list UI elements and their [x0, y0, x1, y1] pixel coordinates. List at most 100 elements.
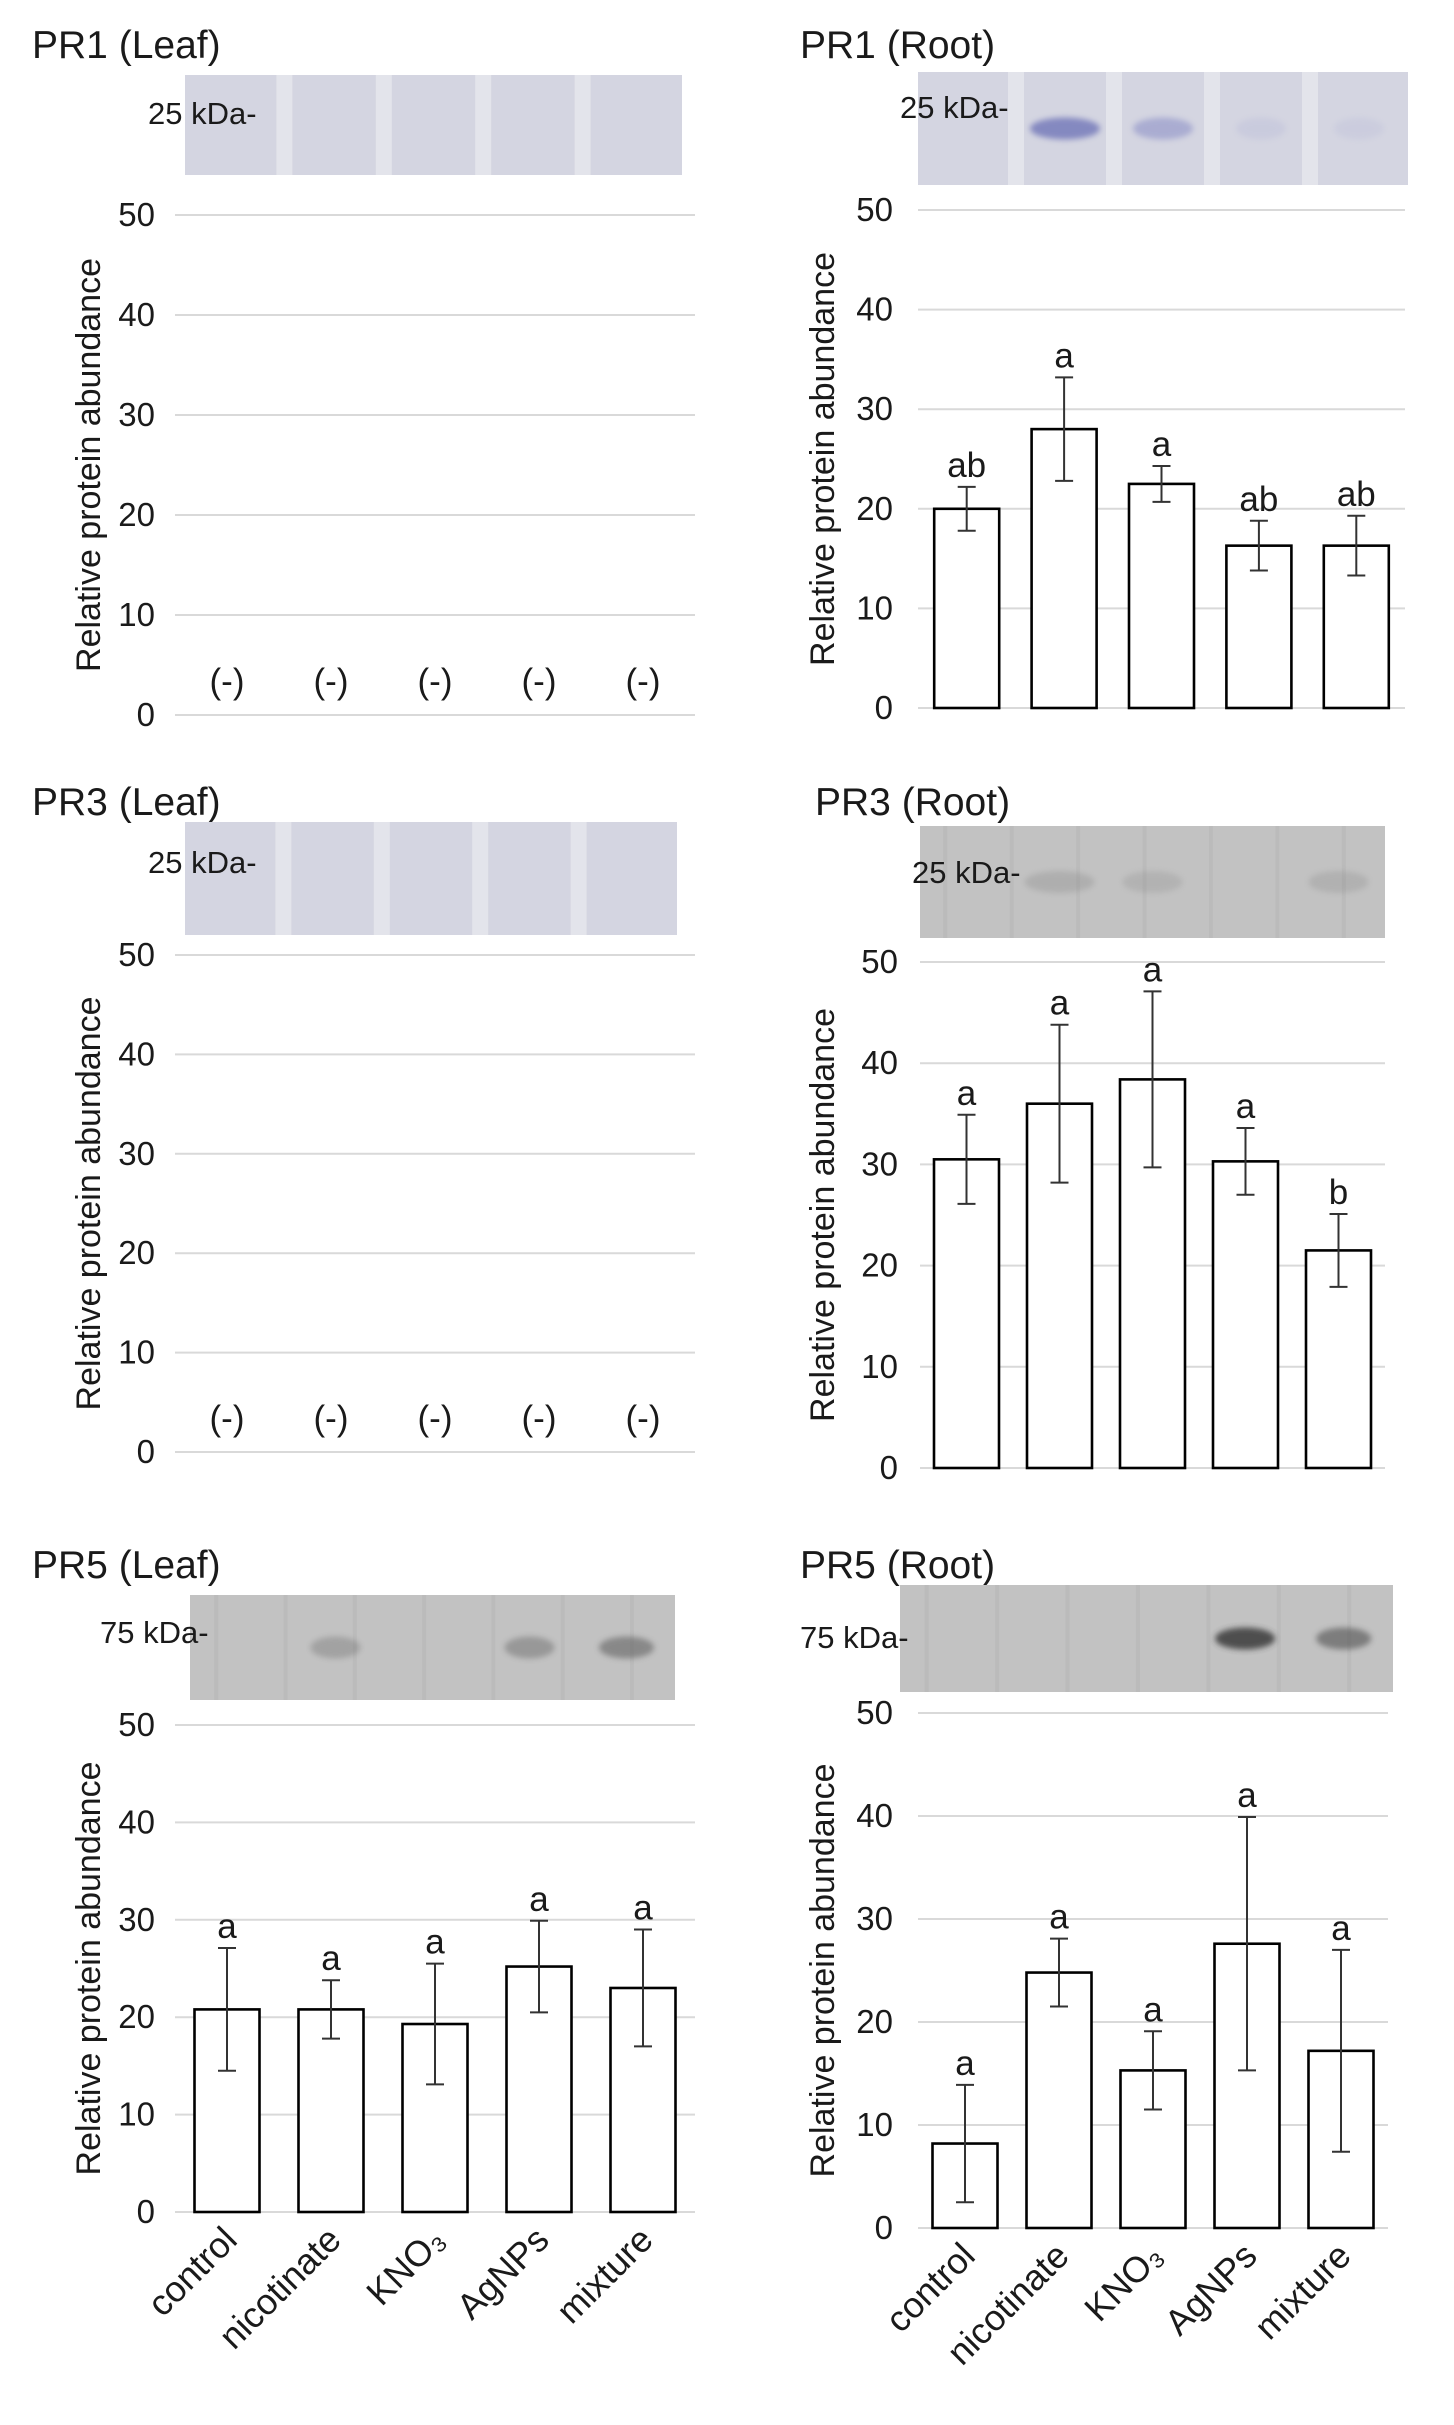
x-tick-label: AgNPs [448, 2219, 556, 2327]
panel-5: PR5 (Leaf) 75 kDa- 0 10 20 30 40 50 Relative pro… [32, 1544, 695, 2357]
x-tick-label: AgNPs [1156, 2235, 1264, 2343]
bar-3[interactable] [1127, 482, 1196, 710]
y-axis-label: Relative protein abundance [804, 1764, 842, 2178]
blot-streak [1276, 1585, 1281, 1692]
blot-band [504, 1636, 555, 1659]
significance-label: a [321, 1939, 341, 1978]
blot-streak [1065, 1585, 1070, 1692]
y-tick-label: 0 [137, 1433, 155, 1470]
significance-label: a [955, 2044, 975, 2083]
blot-lane-gap [1204, 72, 1220, 185]
blot-streak [491, 1595, 496, 1700]
y-tick-label: 50 [856, 1694, 893, 1731]
blot-streak [560, 1595, 565, 1700]
y-axis-label: Relative protein abundance [70, 1762, 108, 2176]
significance-label: a [1152, 425, 1172, 464]
significance-label: a [1237, 1776, 1257, 1815]
blot-band [1215, 1627, 1276, 1650]
y-tick-label: 40 [118, 1803, 155, 1840]
significance-label: a [1049, 1898, 1069, 1937]
y-tick-label: 50 [118, 1706, 155, 1743]
bar-1[interactable] [932, 1158, 1001, 1470]
blot-size-label: 25 kDa- [900, 90, 1009, 125]
panel-title: PR1 (Root) [800, 24, 995, 67]
blot-lane-gap [275, 822, 292, 935]
y-tick-label: 20 [856, 490, 893, 527]
blot-band [1236, 117, 1286, 140]
blot-lane-gap [1302, 72, 1318, 185]
y-tick-label: 10 [118, 1334, 155, 1371]
blot-lane-gap [1106, 72, 1122, 185]
not-detected-label: (-) [626, 1399, 661, 1438]
significance-label: a [1143, 1990, 1163, 2029]
blot-streak [943, 826, 948, 938]
blot-lane-gap [570, 822, 587, 935]
y-tick-label: 40 [856, 291, 893, 328]
panel-title: PR5 (Leaf) [32, 1544, 221, 1587]
bar-2[interactable] [1025, 1971, 1093, 2230]
y-axis-label: Relative protein abundance [804, 252, 842, 666]
bar-4[interactable] [1211, 1160, 1280, 1470]
y-tick-label: 30 [856, 390, 893, 427]
y-tick-label: 0 [137, 2193, 155, 2230]
bar-1[interactable] [932, 507, 1001, 710]
significance-label: a [1050, 984, 1070, 1023]
y-tick-label: 20 [861, 1247, 898, 1284]
blot-band [1308, 871, 1369, 893]
not-detected-label: (-) [626, 662, 661, 701]
panel-2: PR1 (Root) 25 kDa- 0 10 20 30 40 50 Relative pro… [800, 24, 1408, 726]
y-tick-label: 10 [856, 2106, 893, 2143]
y-tick-label: 10 [861, 1348, 898, 1385]
western-blot [185, 75, 682, 175]
y-tick-label: 10 [118, 596, 155, 633]
blot-streak [1208, 826, 1213, 938]
y-axis-label: Relative protein abundance [804, 1008, 842, 1422]
not-detected-label: (-) [418, 662, 453, 701]
panel-title: PR5 (Root) [800, 1544, 995, 1587]
not-detected-label: (-) [314, 662, 349, 701]
blot-streak [995, 1585, 1000, 1692]
not-detected-label: (-) [418, 1399, 453, 1438]
significance-label: a [1236, 1087, 1256, 1126]
x-tick-label: mixture [1246, 2235, 1358, 2347]
western-blot [918, 72, 1408, 185]
x-tick-label: mixture [548, 2219, 660, 2331]
blot-streak [422, 1595, 427, 1700]
blot-streak [1275, 826, 1280, 938]
blot-streak [1009, 826, 1014, 938]
y-tick-label: 30 [861, 1145, 898, 1182]
y-tick-label: 40 [861, 1044, 898, 1081]
y-tick-label: 0 [880, 1449, 898, 1486]
y-tick-label: 0 [137, 696, 155, 733]
bar-4[interactable] [1225, 544, 1293, 710]
blot-background [185, 75, 682, 175]
blot-streak [1206, 1585, 1211, 1692]
blot-band [1334, 117, 1384, 140]
blot-background [190, 1595, 675, 1700]
significance-label: a [425, 1923, 445, 1962]
panel-title: PR3 (Root) [815, 781, 1010, 824]
blot-streak [214, 1595, 219, 1700]
y-tick-label: 0 [875, 2209, 893, 2246]
blot-streak [924, 1585, 929, 1692]
significance-label: a [1054, 336, 1074, 375]
significance-label: ab [1239, 480, 1278, 519]
blot-band [1024, 871, 1095, 893]
significance-label: a [1331, 1909, 1351, 1948]
bar-2[interactable] [297, 2008, 365, 2214]
y-tick-label: 50 [118, 936, 155, 973]
y-tick-label: 10 [856, 589, 893, 626]
blot-band [1133, 117, 1193, 140]
significance-label: b [1329, 1173, 1348, 1212]
not-detected-label: (-) [210, 662, 245, 701]
y-tick-label: 50 [118, 196, 155, 233]
y-tick-label: 50 [861, 943, 898, 980]
panel-title: PR3 (Leaf) [32, 781, 221, 824]
not-detected-label: (-) [314, 1399, 349, 1438]
western-blot [920, 826, 1385, 938]
blot-background [185, 822, 677, 935]
blot-lane-gap [375, 75, 392, 175]
not-detected-label: (-) [522, 662, 557, 701]
blot-size-label: 25 kDa- [148, 96, 257, 131]
